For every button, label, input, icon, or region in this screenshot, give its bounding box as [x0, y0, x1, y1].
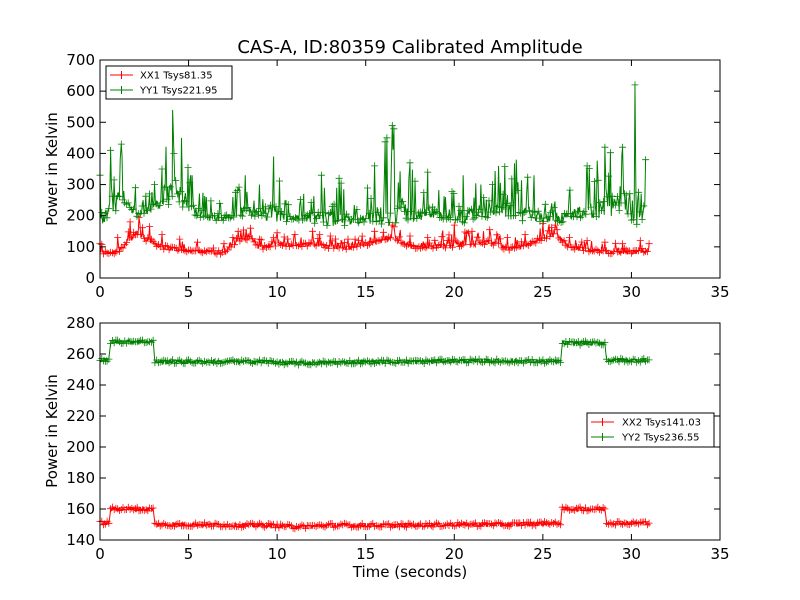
x-tick-label: 0: [95, 283, 105, 301]
legend-label-yy2: YY2 Tsys236.55: [621, 433, 700, 444]
bottom-plot-marks: [96, 336, 653, 533]
x-axis-label: Time (seconds): [352, 563, 468, 581]
x-tick-label: 10: [268, 283, 287, 301]
top-plot-marks: [96, 81, 653, 258]
top-legend-box: [105, 65, 233, 100]
x-tick-label: 35: [710, 283, 729, 301]
y-tick-label: 600: [66, 82, 95, 100]
bottom-y-axis-label: Power in Kelvin: [43, 374, 61, 488]
y-tick-label: 280: [66, 314, 95, 332]
y-tick-label: 200: [66, 438, 95, 456]
top-axis-ticks: 0 5 10 15 20 25 30 35 0 100 200 300 400 500 600 700: [66, 51, 729, 301]
chart-title: CAS-A, ID:80359 Calibrated Amplitude: [237, 37, 582, 58]
x-tick-label: 35: [710, 545, 729, 563]
legend-entry-xx1: XX1 Tsys81.35: [110, 71, 213, 82]
y-tick-label: 140: [66, 531, 95, 549]
x-tick-label: 15: [356, 283, 375, 301]
y-tick-label: 400: [66, 144, 95, 162]
legend-entry-xx2: XX2 Tsys141.03: [591, 418, 701, 429]
y-tick-label: 100: [66, 238, 95, 256]
x-tick-label: 25: [533, 545, 552, 563]
series-markers-yy2: [96, 336, 653, 369]
series-markers-yy1: [96, 81, 650, 229]
y-tick-label: 260: [66, 345, 95, 363]
x-tick-label: 0: [95, 545, 105, 563]
x-tick-label: 5: [184, 283, 194, 301]
top-subplot: 0 5 10 15 20 25 30 35 0 100 200 300 400 500 600 700 Pow…: [43, 51, 730, 301]
bottom-subplot: 0 5 10 15 20 25 30 35 140 160 180 200 220 240 260 280 P…: [43, 314, 730, 581]
legend-label-yy1: YY1 Tsys221.95: [139, 86, 218, 97]
x-tick-label: 5: [184, 545, 194, 563]
y-tick-label: 180: [66, 469, 95, 487]
bottom-legend-box: [586, 412, 715, 448]
top-legend: XX1 Tsys81.35 YY1 Tsys221.95: [105, 65, 233, 100]
x-tick-label: 30: [622, 283, 641, 301]
legend-label-xx2: XX2 Tsys141.03: [622, 418, 701, 429]
top-y-axis-label: Power in Kelvin: [43, 112, 61, 226]
y-tick-label: 240: [66, 376, 95, 394]
x-tick-label: 20: [445, 283, 464, 301]
bottom-plot-frame: [99, 322, 721, 541]
y-tick-label: 0: [85, 269, 95, 287]
bottom-legend: XX2 Tsys141.03 YY2 Tsys236.55: [586, 412, 715, 448]
legend-entry-yy2: YY2 Tsys236.55: [591, 433, 700, 444]
y-tick-label: 200: [66, 207, 95, 225]
y-tick-label: 220: [66, 407, 95, 425]
top-plot-frame: [99, 59, 721, 279]
x-tick-label: 30: [622, 545, 641, 563]
y-tick-label: 500: [66, 113, 95, 131]
series-line-yy1: [99, 84, 647, 227]
x-tick-label: 10: [268, 545, 287, 563]
y-tick-label: 160: [66, 500, 95, 518]
x-tick-label: 20: [445, 545, 464, 563]
y-tick-label: 300: [66, 176, 95, 194]
legend-label-xx1: XX1 Tsys81.35: [140, 71, 213, 82]
x-tick-label: 25: [533, 283, 552, 301]
bottom-axis-ticks: 0 5 10 15 20 25 30 35 140 160 180 200 220 240 260 280: [66, 314, 729, 563]
series-markers-xx2: [96, 503, 653, 533]
x-tick-label: 15: [356, 545, 375, 563]
legend-entry-yy1: YY1 Tsys221.95: [110, 86, 218, 97]
series-line-xx1: [99, 217, 650, 256]
y-tick-label: 700: [66, 51, 95, 69]
